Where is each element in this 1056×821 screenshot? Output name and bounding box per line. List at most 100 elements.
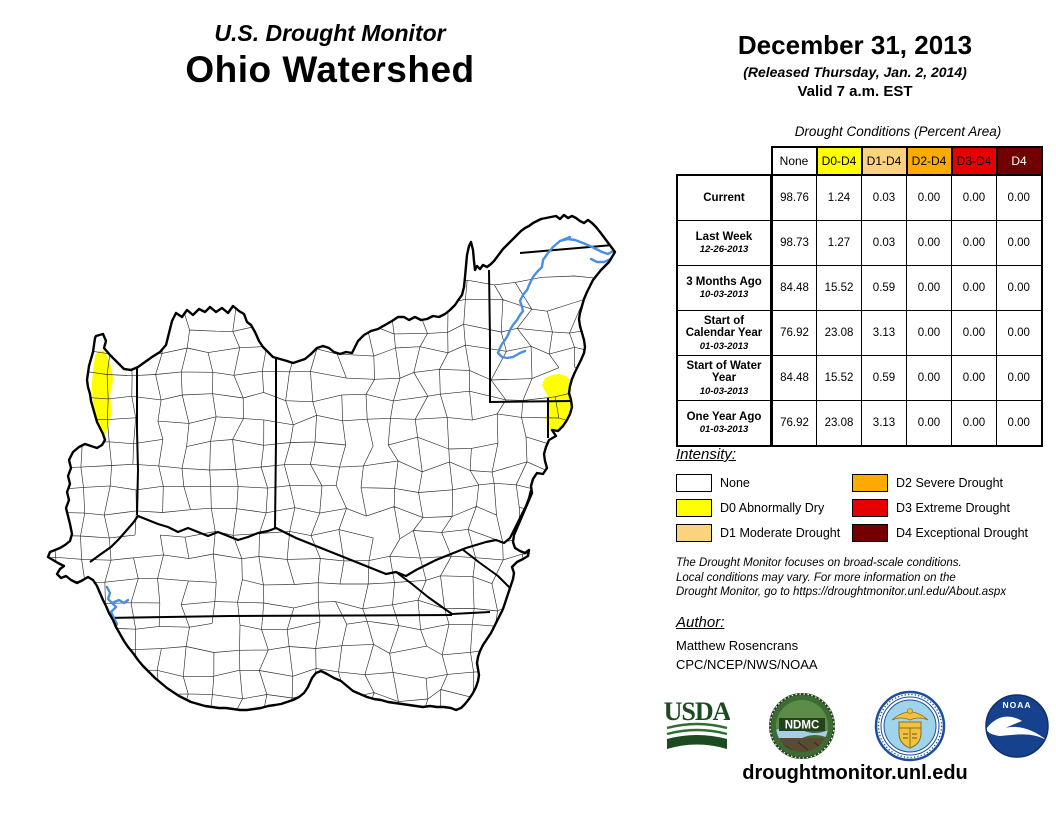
value-cell: 1.24 — [816, 174, 862, 221]
legend-item: None — [676, 470, 852, 495]
value-cell: 76.92 — [771, 400, 817, 447]
value-cell: 0.00 — [996, 174, 1043, 221]
ndmc-text: NDMC — [785, 720, 820, 732]
value-cell: 0.00 — [996, 355, 1043, 401]
row-label: Last Week 12-26-2013 — [676, 220, 773, 266]
row-label: Current — [676, 174, 773, 221]
row-label: Start of Calendar Year 01-03-2013 — [676, 310, 773, 356]
legend-label: D4 Exceptional Drought — [896, 525, 1029, 540]
column-header-d3-d4: D3-D4 — [950, 146, 998, 176]
ohio-river-border — [89, 489, 533, 578]
value-cell: 0.00 — [951, 400, 997, 447]
value-cell: 0.00 — [951, 174, 997, 221]
northeast-river — [496, 235, 572, 360]
commerce-seal-logo — [874, 690, 946, 762]
value-cell: 98.73 — [771, 220, 817, 266]
disclaimer-line: Local conditions may vary. For more info… — [676, 571, 956, 584]
usda-text: USDA — [664, 697, 730, 726]
legend-title: Intensity: — [676, 446, 737, 463]
legend-swatch — [676, 473, 712, 492]
table-corner-cell — [677, 147, 772, 175]
value-cell: 23.08 — [816, 310, 862, 356]
column-header-d1-d4: D1-D4 — [860, 146, 908, 176]
northeast-river-branch — [558, 237, 615, 264]
legend-item: D0 Abnormally Dry — [676, 495, 852, 520]
value-cell: 3.13 — [861, 400, 907, 447]
value-cell: 76.92 — [771, 310, 817, 356]
value-cell: 0.59 — [861, 265, 907, 311]
date-block: December 31, 2013 (Released Thursday, Ja… — [660, 30, 1050, 100]
legend-swatch — [852, 498, 888, 517]
legend-item: D1 Moderate Drought — [676, 520, 852, 545]
legend-item: D2 Severe Drought — [852, 470, 1028, 495]
row-label-text: Start of Calendar Year — [685, 314, 763, 340]
value-cell: 0.00 — [906, 400, 952, 447]
value-cell: 1.27 — [816, 220, 862, 266]
row-label: Start of Water Year 10-03-2013 — [676, 355, 773, 401]
table-row: One Year Ago 01-03-2013 76.92 23.08 3.13 0.00… — [676, 400, 1043, 447]
value-cell: 84.48 — [771, 355, 817, 401]
value-cell: 0.00 — [996, 400, 1043, 447]
legend-label: D2 Severe Drought — [896, 475, 1004, 490]
row-date: 10-03-2013 — [699, 289, 749, 301]
table-row: Current 98.76 1.24 0.03 0.00 0.00 0.00 — [676, 174, 1043, 221]
value-cell: 0.00 — [951, 355, 997, 401]
row-label: 3 Months Ago 10-03-2013 — [676, 265, 773, 311]
valid-time: Valid 7 a.m. EST — [797, 83, 913, 100]
row-label-text: Last Week — [695, 230, 753, 243]
table-row: Start of Calendar Year 01-03-2013 76.92 23.… — [676, 310, 1043, 356]
row-date: 10-03-2013 — [699, 385, 749, 397]
value-cell: 15.52 — [816, 265, 862, 311]
column-header-d0-d4: D0-D4 — [815, 146, 863, 176]
value-cell: 0.00 — [906, 174, 952, 221]
row-label-text: 3 Months Ago — [686, 275, 762, 288]
legend-label: D3 Extreme Drought — [896, 500, 1010, 515]
noaa-logo: NOAA — [985, 694, 1049, 758]
ndmc-logo: NDMC — [769, 693, 835, 759]
legend-swatch — [852, 523, 888, 542]
value-cell: 0.00 — [951, 265, 997, 311]
southwest-river-spur — [110, 598, 130, 605]
legend-item: D4 Exceptional Drought — [852, 520, 1028, 545]
value-cell: 0.00 — [906, 220, 952, 266]
author-block: Author: Matthew Rosencrans CPC/NCEP/NWS/… — [676, 614, 1056, 672]
legend-swatch — [676, 523, 712, 542]
logo-row: USDA NDMC NOA — [664, 688, 1050, 764]
legend-grid: None D0 Abnormally Dry D1 Moderate Drought… — [676, 470, 1050, 545]
row-date: 01-03-2013 — [699, 340, 749, 352]
column-header-none: None — [770, 146, 818, 176]
column-header-d4: D4 — [995, 146, 1043, 176]
legend-swatch — [852, 473, 888, 492]
author-heading: Author: — [676, 614, 725, 631]
legend-label: D0 Abnormally Dry — [720, 500, 825, 515]
legend-swatch — [676, 498, 712, 517]
value-cell: 23.08 — [816, 400, 862, 447]
value-cell: 0.00 — [951, 220, 997, 266]
release-note: (Released Thursday, Jan. 2, 2014) — [743, 64, 967, 80]
row-label-text: Start of Water Year — [686, 359, 762, 385]
value-cell: 0.03 — [861, 174, 907, 221]
footer-url: droughtmonitor.unl.edu — [742, 762, 968, 784]
value-cell: 0.00 — [906, 265, 952, 311]
value-cell: 84.48 — [771, 265, 817, 311]
report-kicker: U.S. Drought Monitor — [214, 20, 446, 46]
legend-item: D3 Extreme Drought — [852, 495, 1028, 520]
intensity-legend: Intensity: None D0 Abnormally Dry D1 Moder… — [676, 446, 1050, 545]
value-cell: 15.52 — [816, 355, 862, 401]
basin-outline — [46, 213, 617, 712]
value-cell: 0.00 — [996, 220, 1043, 266]
disclaimer-text: The Drought Monitor focuses on broad-sca… — [676, 556, 1056, 600]
drought-conditions-table: None D0-D4 D1-D4 D2-D4 D3-D4 D4 Current 98.76 1… — [676, 146, 1043, 447]
author-name: Matthew Rosencrans — [676, 638, 799, 653]
title-block: U.S. Drought Monitor Ohio Watershed — [0, 20, 660, 91]
usda-logo: USDA — [664, 697, 730, 749]
author-organization: CPC/NCEP/NWS/NOAA — [676, 657, 818, 672]
state-borders — [89, 244, 614, 619]
table-row: Last Week 12-26-2013 98.73 1.27 0.03 0.00 0.00… — [676, 220, 1043, 266]
value-cell: 0.00 — [996, 265, 1043, 311]
row-date: 12-26-2013 — [699, 244, 749, 256]
report-date: December 31, 2013 — [737, 30, 973, 60]
value-cell: 0.00 — [951, 310, 997, 356]
row-label-text: One Year Ago — [686, 410, 762, 423]
